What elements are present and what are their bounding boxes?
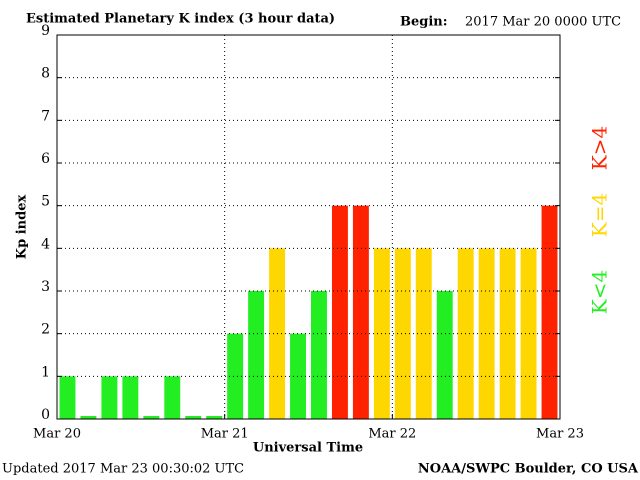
bar	[290, 333, 306, 419]
x-tick-label: Mar 22	[368, 427, 416, 442]
y-tick-label: 3	[41, 279, 50, 295]
bar	[206, 416, 223, 419]
x-tick-label: Mar 20	[33, 427, 81, 442]
bar	[122, 376, 139, 419]
bar	[59, 376, 76, 419]
x-tick-label: Mar 21	[201, 427, 249, 442]
bar	[541, 205, 558, 419]
bar	[143, 416, 160, 419]
y-tick-label: 8	[41, 66, 50, 82]
begin-value: 2017 Mar 20 0000 UTC	[465, 15, 621, 30]
legend-label: K>4	[588, 126, 612, 170]
y-tick-label: 4	[41, 236, 50, 252]
y-tick-label: 6	[41, 151, 50, 167]
legend-label: K=4	[588, 193, 612, 237]
y-tick-label: 0	[41, 407, 50, 423]
bar	[394, 248, 411, 419]
bar	[248, 291, 265, 419]
bar	[415, 248, 432, 419]
y-tick-label: 5	[41, 194, 50, 210]
x-axis-label: Universal Time	[253, 441, 363, 456]
plot-frame	[56, 34, 561, 420]
bar	[520, 248, 537, 419]
bar	[478, 248, 495, 419]
bar	[164, 376, 181, 419]
updated: Updated 2017 Mar 23 00:30:02 UTC	[2, 462, 244, 477]
bar	[331, 205, 348, 419]
y-tick-label: 2	[41, 322, 50, 338]
chart-title: Estimated Planetary K index (3 hour data…	[26, 12, 335, 27]
y-tick-label: 7	[41, 108, 50, 124]
bar	[499, 248, 516, 419]
bar	[185, 416, 202, 419]
bar	[227, 333, 244, 419]
bar	[352, 205, 369, 419]
bar	[101, 376, 118, 419]
bar	[436, 291, 453, 419]
y-axis-label: Kp index	[15, 195, 30, 260]
legend-label: K<4	[588, 270, 612, 314]
x-tick-label: Mar 23	[536, 427, 584, 442]
credit: NOAA/SWPC Boulder, CO USA	[418, 462, 639, 477]
bar	[80, 416, 97, 419]
begin-label: Begin:	[400, 15, 448, 30]
bar	[311, 291, 327, 419]
y-tick-label: 1	[41, 364, 50, 380]
y-tick-label: 9	[41, 23, 50, 39]
